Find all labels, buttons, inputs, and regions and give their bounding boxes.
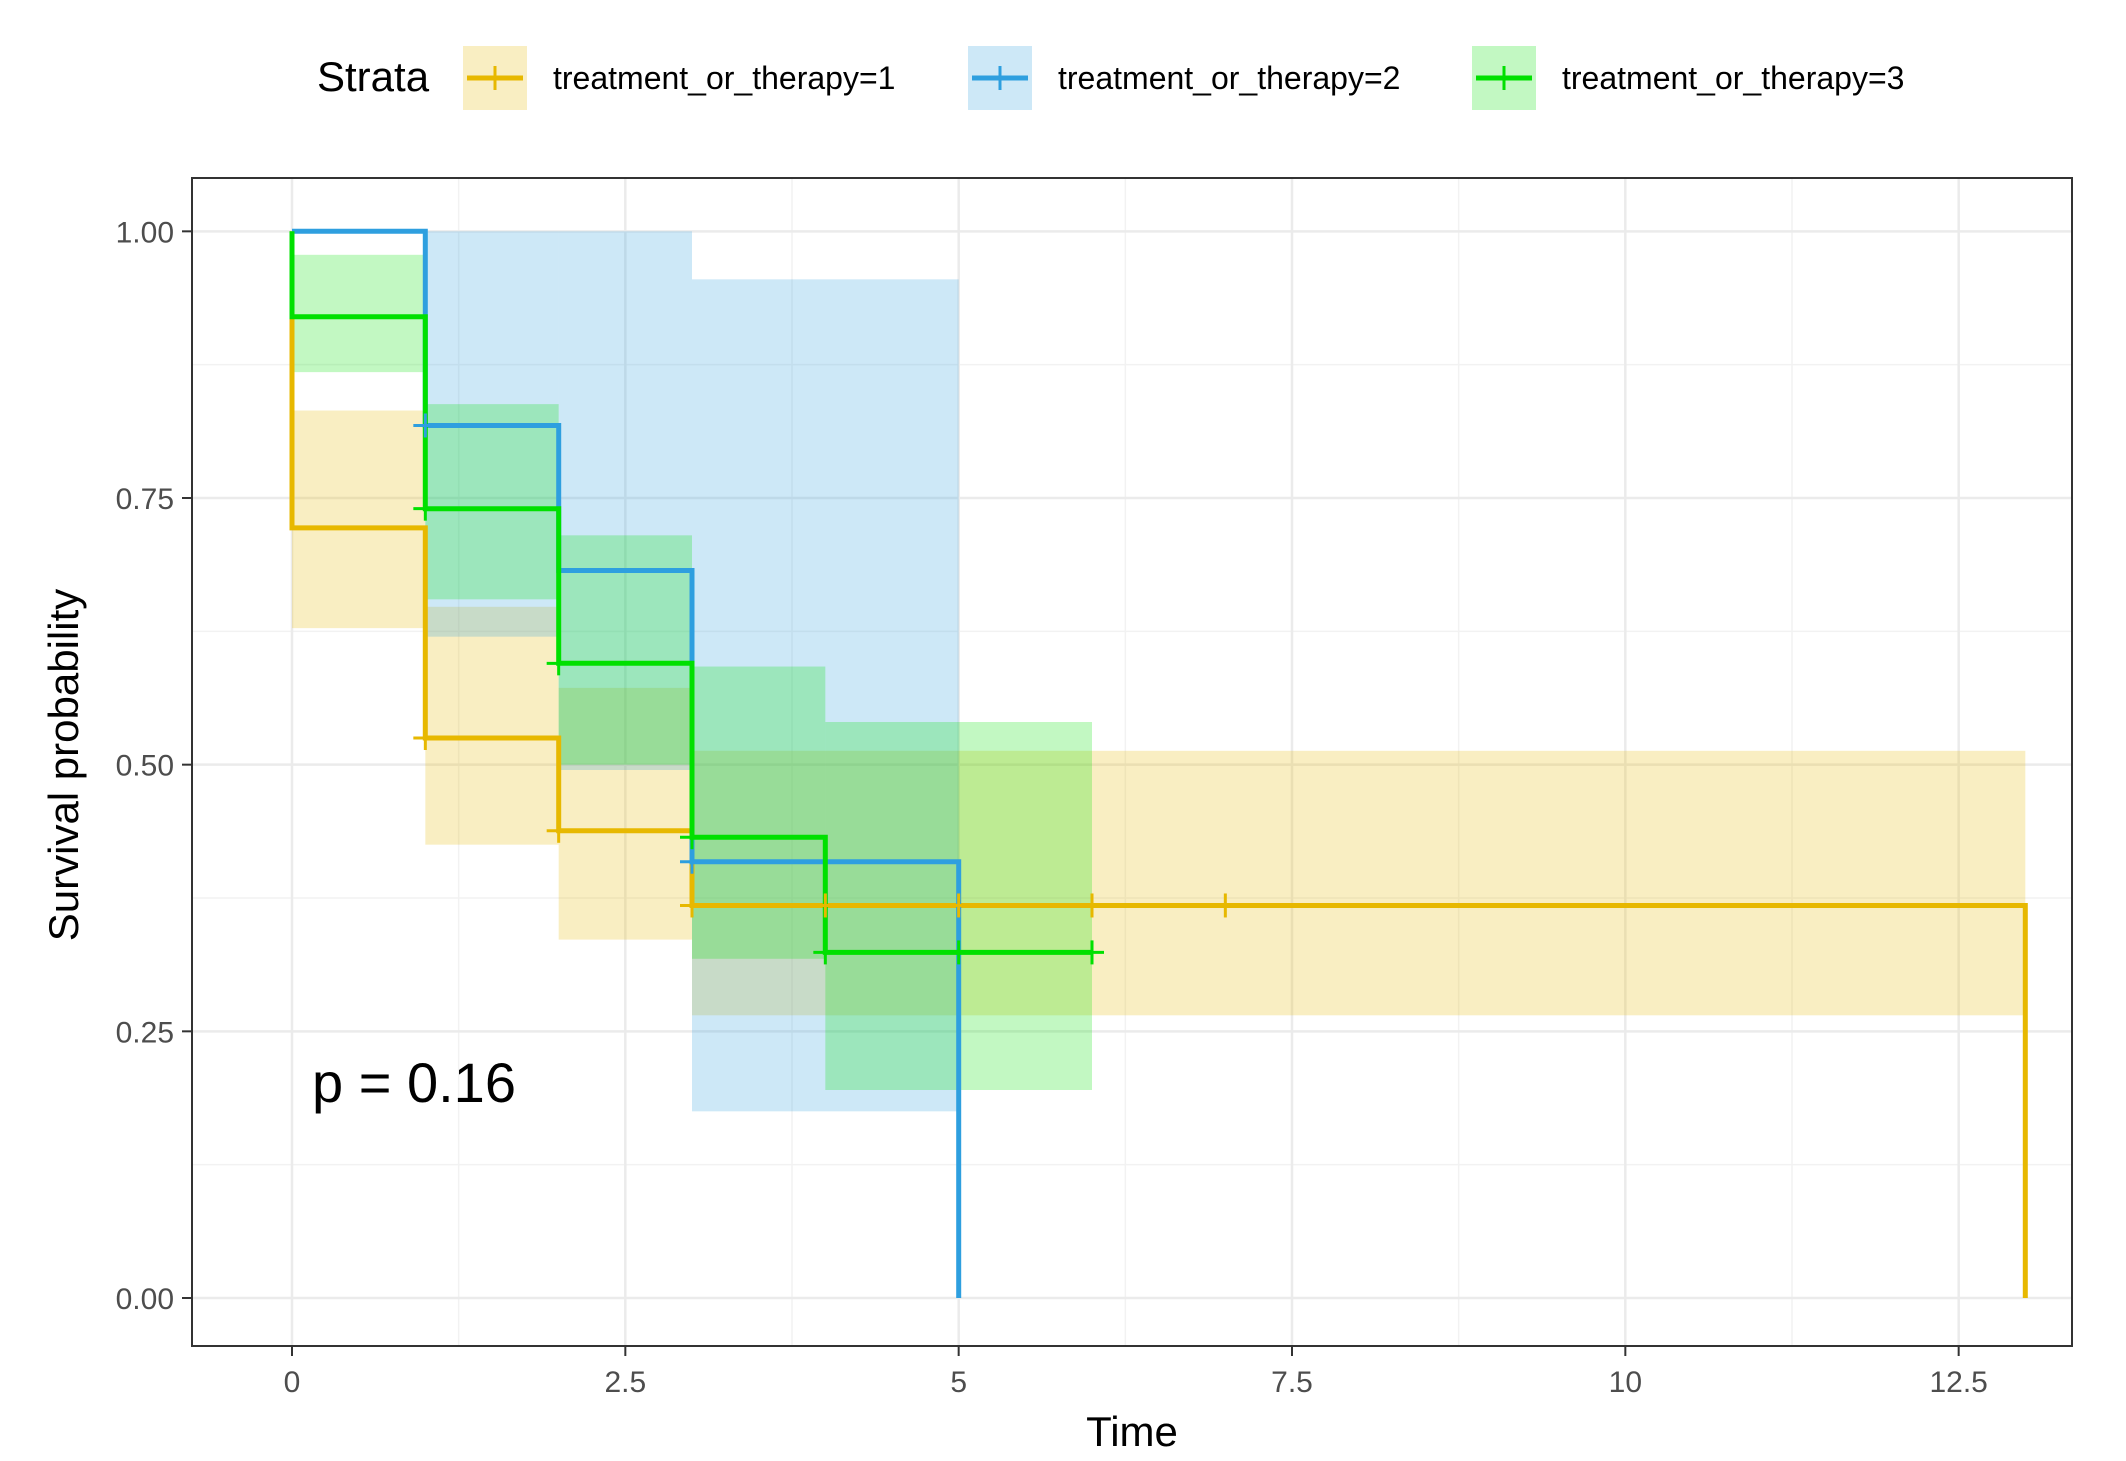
x-tick-label: 0 (284, 1366, 301, 1399)
x-tick-label: 7.5 (1271, 1366, 1313, 1399)
legend-label: treatment_or_therapy=2 (1058, 60, 1400, 96)
confidence-band (692, 279, 959, 1112)
x-axis-title: Time (1086, 1408, 1178, 1455)
censor-marks (413, 413, 1238, 965)
confidence-band (425, 231, 559, 637)
y-tick-label: 0.75 (116, 483, 174, 516)
survival-curve (289, 231, 2028, 1298)
y-tick-label: 0.00 (116, 1283, 174, 1316)
legend: Strata treatment_or_therapy=1 treatment_or… (317, 46, 1904, 110)
confidence-band (292, 410, 426, 629)
confidence-band (692, 750, 2026, 1016)
legend-label: treatment_or_therapy=3 (1562, 60, 1904, 96)
confidence-band (425, 606, 559, 845)
axes: 0 2.5 5 7.5 10 12.5 0.00 0.25 0.50 0.75 1.00 (116, 216, 1988, 1399)
y-tick-label: 0.25 (116, 1016, 174, 1049)
confidence-band (292, 254, 426, 373)
y-tick-label: 1.00 (116, 216, 174, 249)
x-tick-label: 2.5 (604, 1366, 646, 1399)
x-tick-label: 12.5 (1929, 1366, 1987, 1399)
y-axis-title: Survival probability (40, 589, 87, 942)
grid-lines (192, 178, 2072, 1346)
y-tick-label: 0.50 (116, 750, 174, 783)
confidence-band (692, 666, 826, 959)
plot-panel (192, 178, 2072, 1346)
p-value-annotation: p = 0.16 (312, 1051, 516, 1114)
confidence-band (558, 535, 692, 765)
plot-border (191, 177, 2073, 1347)
legend-label: treatment_or_therapy=1 (553, 60, 895, 96)
x-tick-label: 5 (950, 1366, 967, 1399)
confidence-band (558, 687, 692, 940)
legend-title: Strata (317, 53, 430, 100)
confidence-band (425, 404, 559, 600)
confidence-band (558, 231, 692, 771)
x-tick-label: 10 (1609, 1366, 1642, 1399)
